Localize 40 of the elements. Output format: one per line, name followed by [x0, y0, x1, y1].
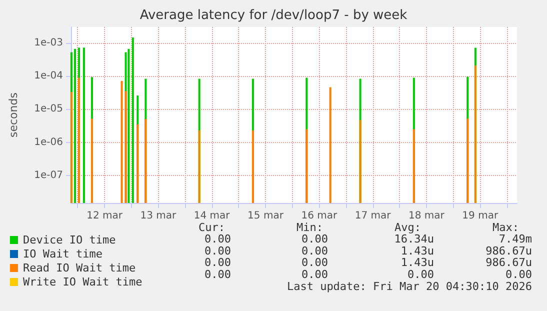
- text: 1.43u: [400, 244, 434, 258]
- x-tick-label: 17 mar: [354, 210, 392, 222]
- text: 986.67u: [486, 244, 532, 258]
- y-tick-label: 1e-06: [34, 136, 63, 148]
- legend-label: IO Wait time: [23, 248, 102, 260]
- y-axis-title: seconds: [7, 92, 20, 138]
- text: Avg:: [394, 221, 421, 234]
- y-tick-label: 1e-05: [34, 104, 63, 115]
- text: 0.00: [204, 232, 231, 246]
- x-tick-label: 12 mar: [86, 210, 124, 222]
- text: 0.00: [408, 268, 434, 281]
- text: Max:: [492, 221, 519, 234]
- y-tick-label: 1e-04: [34, 70, 63, 82]
- x-tick-label: 15 mar: [248, 210, 284, 222]
- text: Cur:: [198, 221, 225, 234]
- text: 0.00: [204, 256, 231, 270]
- text: 1.43u: [400, 256, 434, 270]
- text: 16.34u: [394, 232, 434, 246]
- chart-title: Average latency for /dev/loop7 - by week: [140, 8, 408, 23]
- text: 0.00: [302, 256, 328, 270]
- text: Last update: Fri Mar 20 04:30:10 2026: [286, 280, 532, 293]
- legend-label: Device IO time: [23, 234, 116, 246]
- text: 0.00: [204, 268, 231, 281]
- x-tick-label: 18 mar: [408, 210, 446, 222]
- text: 0.00: [506, 268, 532, 281]
- x-tick-label: 16 mar: [301, 210, 338, 222]
- legend-label: Write IO Wait time: [23, 276, 142, 288]
- text: 0.00: [204, 244, 231, 258]
- x-tick-label: 19 mar: [462, 210, 499, 222]
- text: 0.00: [302, 268, 328, 281]
- text: 0.00: [302, 232, 328, 246]
- y-tick-label: 1e-03: [34, 37, 63, 48]
- x-tick-label: 13 mar: [140, 210, 178, 222]
- text: 7.49m: [498, 232, 532, 246]
- y-tick-label: 1e-07: [34, 170, 63, 182]
- text: 0.00: [302, 244, 328, 258]
- x-tick-label: 14 mar: [194, 210, 231, 222]
- legend-label: Read IO Wait time: [23, 262, 136, 274]
- text: 986.67u: [486, 256, 532, 270]
- text: Min:: [296, 221, 323, 234]
